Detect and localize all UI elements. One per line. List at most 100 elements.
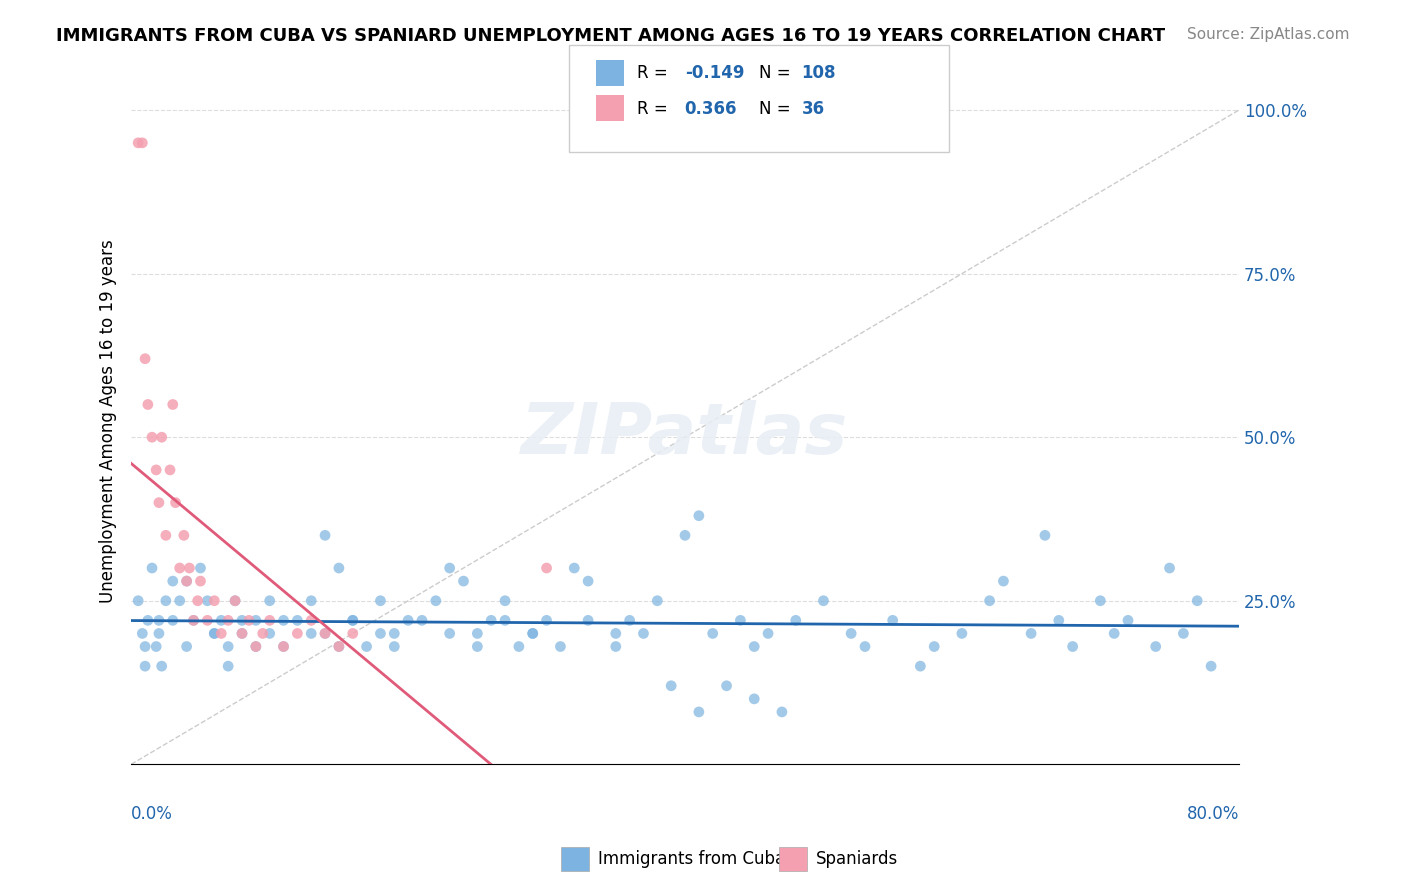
- Point: [162, 574, 184, 588]
- Point: [209, 613, 232, 627]
- Text: R =: R =: [637, 100, 673, 118]
- Point: [202, 593, 225, 607]
- Point: [183, 613, 205, 627]
- Point: [245, 640, 267, 654]
- Point: [259, 593, 281, 607]
- Y-axis label: Unemployment Among Ages 16 to 19 years: Unemployment Among Ages 16 to 19 years: [100, 239, 117, 603]
- Point: [148, 613, 170, 627]
- Point: [494, 593, 516, 607]
- Text: Source: ZipAtlas.com: Source: ZipAtlas.com: [1187, 27, 1350, 42]
- Point: [252, 626, 274, 640]
- Point: [411, 613, 433, 627]
- Point: [217, 659, 239, 673]
- Text: -0.149: -0.149: [685, 64, 744, 82]
- Text: Immigrants from Cuba: Immigrants from Cuba: [598, 850, 785, 868]
- Point: [1116, 613, 1139, 627]
- Point: [131, 626, 153, 640]
- Point: [370, 593, 392, 607]
- Point: [633, 626, 655, 640]
- Point: [134, 351, 156, 366]
- Point: [425, 593, 447, 607]
- Point: [576, 613, 599, 627]
- Point: [882, 613, 904, 627]
- Point: [716, 679, 738, 693]
- Point: [328, 561, 350, 575]
- Point: [688, 705, 710, 719]
- Text: 0.0%: 0.0%: [131, 805, 173, 823]
- Point: [1062, 640, 1084, 654]
- Text: 0.366: 0.366: [685, 100, 737, 118]
- Point: [238, 613, 260, 627]
- Point: [1187, 593, 1209, 607]
- Point: [165, 495, 187, 509]
- Point: [382, 626, 405, 640]
- Point: [314, 528, 336, 542]
- Point: [910, 659, 932, 673]
- Point: [342, 613, 364, 627]
- Point: [1047, 613, 1070, 627]
- Point: [522, 626, 544, 640]
- Point: [993, 574, 1015, 588]
- Point: [299, 613, 322, 627]
- Text: N =: N =: [759, 100, 790, 118]
- Point: [342, 613, 364, 627]
- Point: [314, 626, 336, 640]
- Point: [162, 613, 184, 627]
- Point: [370, 626, 392, 640]
- Point: [217, 640, 239, 654]
- Point: [467, 626, 489, 640]
- Point: [742, 640, 765, 654]
- Point: [619, 613, 641, 627]
- Point: [550, 640, 572, 654]
- Point: [273, 640, 295, 654]
- Point: [127, 593, 149, 607]
- Point: [162, 397, 184, 411]
- Point: [314, 626, 336, 640]
- Point: [576, 574, 599, 588]
- Point: [209, 626, 232, 640]
- Point: [224, 593, 246, 607]
- Point: [328, 640, 350, 654]
- Point: [148, 495, 170, 509]
- Point: [145, 640, 167, 654]
- Point: [127, 136, 149, 150]
- Text: R =: R =: [637, 64, 673, 82]
- Point: [245, 640, 267, 654]
- Point: [176, 574, 198, 588]
- Point: [134, 640, 156, 654]
- Point: [536, 561, 558, 575]
- Point: [141, 561, 163, 575]
- Point: [1173, 626, 1195, 640]
- Point: [467, 640, 489, 654]
- Point: [299, 593, 322, 607]
- Point: [148, 626, 170, 640]
- Point: [197, 593, 219, 607]
- Point: [1159, 561, 1181, 575]
- Point: [176, 574, 198, 588]
- Point: [136, 397, 159, 411]
- Point: [287, 613, 309, 627]
- Point: [562, 561, 585, 575]
- Point: [756, 626, 779, 640]
- Point: [536, 613, 558, 627]
- Text: Spaniards: Spaniards: [815, 850, 897, 868]
- Point: [217, 613, 239, 627]
- Point: [259, 626, 281, 640]
- Point: [702, 626, 724, 640]
- Point: [659, 679, 682, 693]
- Point: [508, 640, 530, 654]
- Point: [1102, 626, 1125, 640]
- Point: [173, 528, 195, 542]
- Point: [1090, 593, 1112, 607]
- Point: [439, 561, 461, 575]
- Point: [839, 626, 862, 640]
- Point: [231, 613, 253, 627]
- Point: [202, 626, 225, 640]
- Point: [1033, 528, 1056, 542]
- Point: [231, 626, 253, 640]
- Point: [190, 574, 212, 588]
- Point: [197, 613, 219, 627]
- Text: 36: 36: [801, 100, 824, 118]
- Point: [259, 613, 281, 627]
- Point: [224, 593, 246, 607]
